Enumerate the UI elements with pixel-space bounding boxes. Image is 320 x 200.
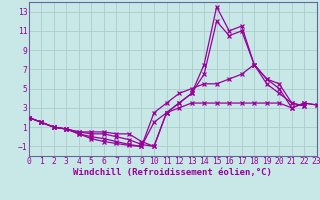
X-axis label: Windchill (Refroidissement éolien,°C): Windchill (Refroidissement éolien,°C) — [73, 168, 272, 177]
